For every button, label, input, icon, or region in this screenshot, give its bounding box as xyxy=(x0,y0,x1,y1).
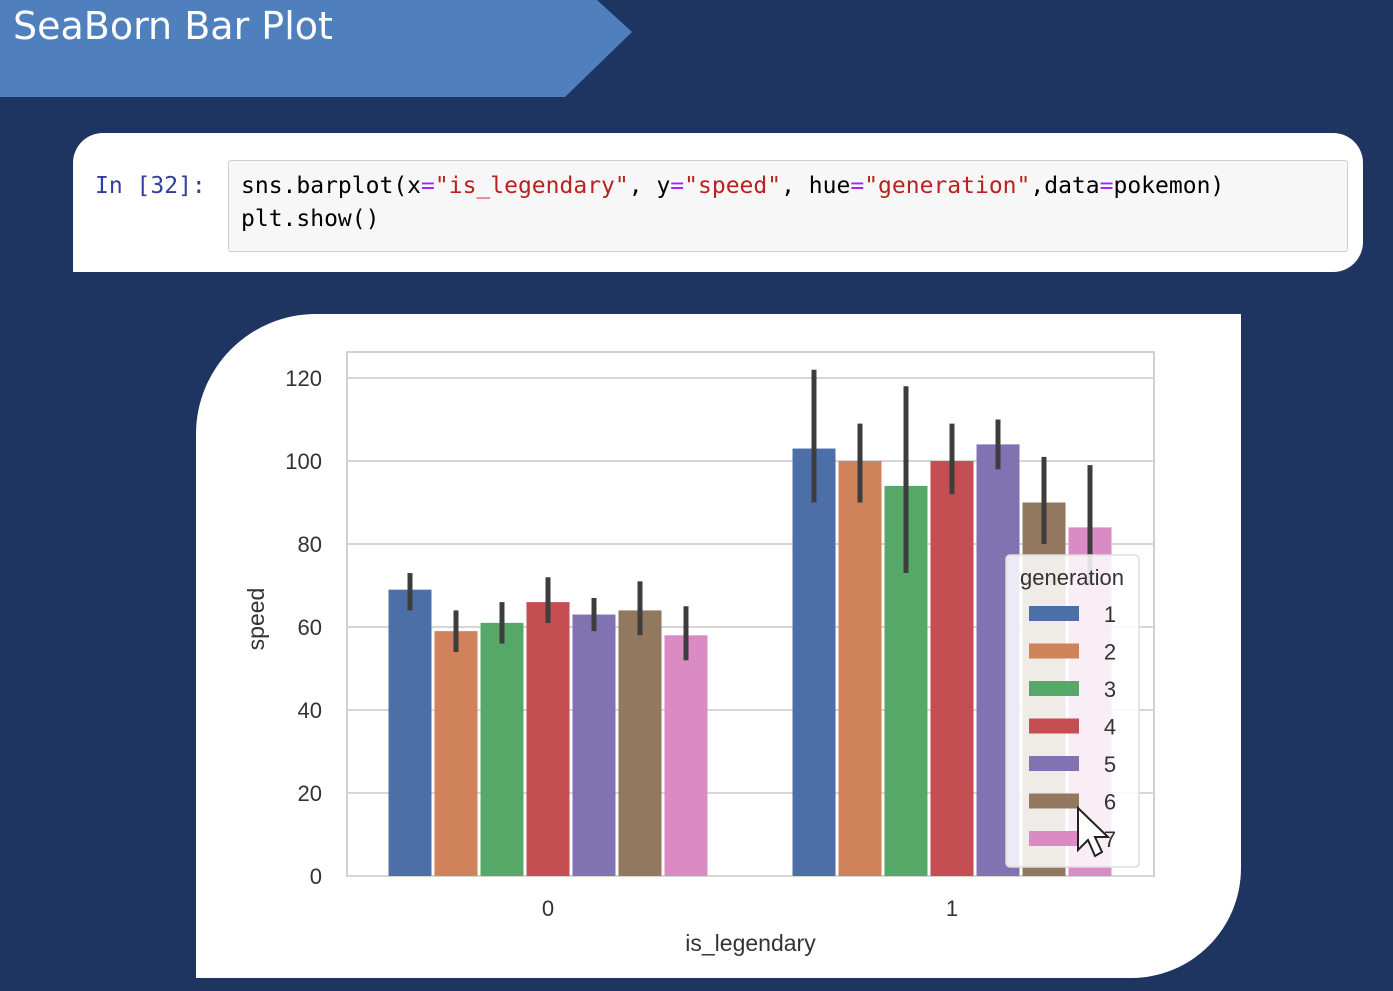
legend-label: 2 xyxy=(1104,640,1116,665)
x-tick-label: 1 xyxy=(946,896,958,921)
code-cell[interactable]: In [32]: sns.barplot(x="is_legendary", y… xyxy=(73,133,1363,272)
legend-label: 6 xyxy=(1104,790,1116,815)
title-banner: SeaBorn Bar Plot xyxy=(0,0,632,97)
y-tick-label: 60 xyxy=(298,615,322,640)
x-axis-label: is_legendary xyxy=(685,930,816,956)
mouse-cursor-icon xyxy=(1077,805,1111,858)
legend-label: 7 xyxy=(1104,827,1116,852)
y-tick-label: 20 xyxy=(298,781,322,806)
legend-swatch xyxy=(1029,831,1079,846)
legend-label: 5 xyxy=(1104,752,1116,777)
legend-label: 4 xyxy=(1104,715,1116,740)
legend-label: 1 xyxy=(1104,602,1116,627)
cell-prompt: In [32]: xyxy=(95,173,206,199)
x-tick-label: 0 xyxy=(542,896,554,921)
bar xyxy=(572,614,616,876)
legend-swatch xyxy=(1029,606,1079,621)
bar xyxy=(838,461,882,876)
bar xyxy=(930,461,974,876)
bar xyxy=(526,602,570,876)
bar xyxy=(618,610,662,876)
legend-swatch xyxy=(1029,718,1079,734)
legend-swatch xyxy=(1029,681,1079,696)
legend-swatch xyxy=(1029,643,1079,659)
code-line-2: plt.show() xyxy=(241,206,380,232)
bar xyxy=(434,631,478,876)
bar xyxy=(664,635,708,876)
y-tick-label: 0 xyxy=(310,864,322,889)
chart-output: 0 20 40 60 80 100 120 0 1 is_legendary speed genera… xyxy=(196,314,1241,978)
code-input[interactable]: sns.barplot(x="is_legendary", y="speed",… xyxy=(228,160,1348,252)
bar xyxy=(388,589,432,876)
y-tick-label: 120 xyxy=(285,366,322,391)
code-line-1: sns.barplot(x="is_legendary", y="speed",… xyxy=(241,173,1225,199)
legend-label: 3 xyxy=(1104,677,1116,702)
bar-chart: 0 20 40 60 80 100 120 0 1 is_legendary speed genera… xyxy=(243,351,1155,956)
y-tick-label: 80 xyxy=(298,532,322,557)
y-axis-label: speed xyxy=(243,588,269,651)
legend-swatch xyxy=(1029,793,1079,809)
legend-box xyxy=(1005,554,1140,868)
slide-title: SeaBorn Bar Plot xyxy=(13,4,333,48)
y-tick-label: 100 xyxy=(285,449,322,474)
bar xyxy=(792,448,836,876)
y-tick-label: 40 xyxy=(298,698,322,723)
legend-title: generation xyxy=(1020,565,1124,590)
legend-swatch xyxy=(1029,756,1079,771)
bar xyxy=(480,622,524,876)
